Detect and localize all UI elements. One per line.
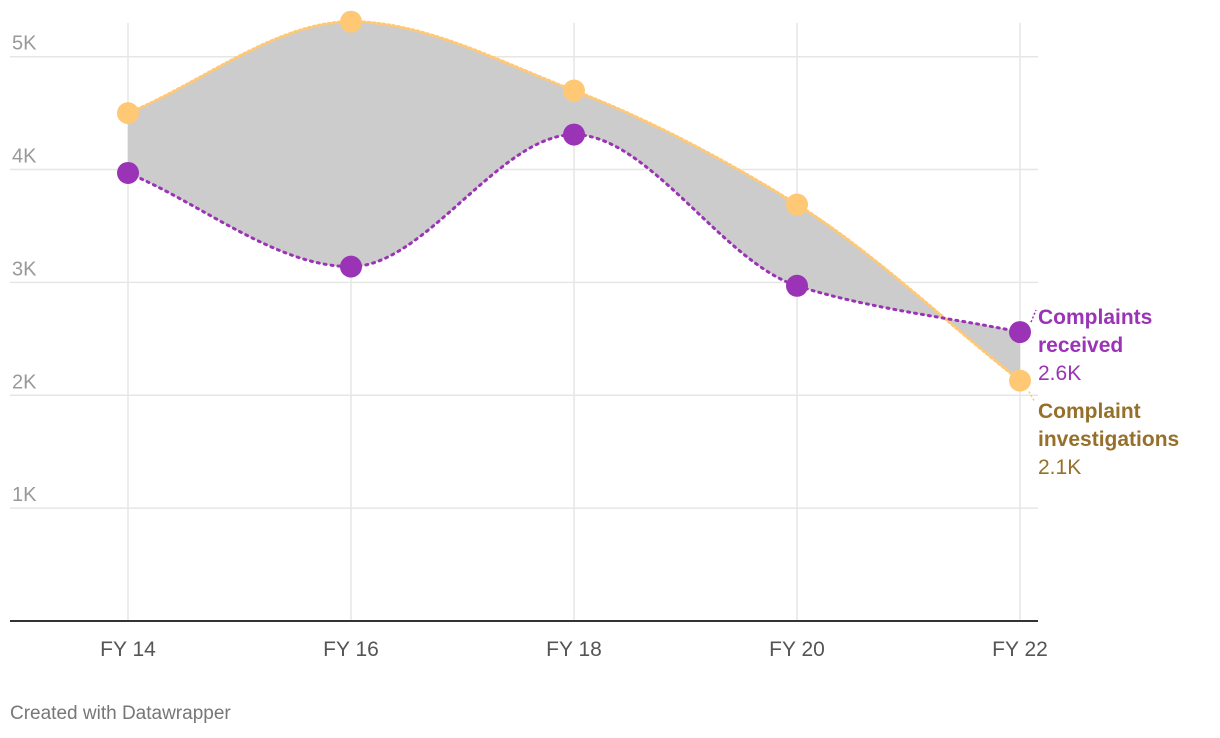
x-axis-tick-labels: FY 14 FY 16 FY 18 FY 20 FY 22 (100, 638, 1048, 661)
series-label-investigations-line2: investigations (1038, 428, 1179, 451)
y-tick-label: 4K (12, 146, 37, 168)
series-line-received (126, 133, 1022, 334)
data-points (117, 10, 1031, 392)
y-tick-label: 2K (12, 371, 37, 393)
point-received (563, 123, 585, 146)
credit: Created with Datawrapper (10, 703, 231, 724)
point-investigations (1009, 369, 1031, 392)
point-received (340, 255, 362, 278)
x-tick-label: FY 18 (546, 638, 602, 661)
series-labels: Complaints received 2.6K Complaint investiga… (1038, 306, 1179, 479)
x-tick-label: FY 20 (769, 638, 825, 661)
x-tick-label: FY 14 (100, 638, 156, 661)
y-tick-label: 5K (12, 33, 37, 55)
y-tick-label: 1K (12, 484, 37, 506)
series-value-received: 2.6K (1038, 362, 1081, 385)
x-tick-label: FY 22 (992, 638, 1048, 661)
point-received (1009, 321, 1031, 344)
series-value-investigations: 2.1K (1038, 456, 1081, 479)
point-investigations (340, 10, 362, 33)
point-investigations (563, 79, 585, 102)
y-tick-label: 3K (12, 258, 37, 280)
label-connectors (1028, 309, 1037, 401)
connector-investigations (1028, 391, 1035, 401)
chart: 1K 2K 3K 4K 5K FY 14 FY 16 FY 18 FY 20 FY 22 Com… (10, 10, 1179, 661)
area-band (128, 21, 1020, 381)
series-label-investigations-line1: Complaint (1038, 400, 1141, 423)
point-investigations (786, 193, 808, 216)
y-axis-tick-labels: 1K 2K 3K 4K 5K (12, 33, 37, 506)
series-label-received-line2: received (1038, 334, 1123, 357)
series-label-received-line1: Complaints (1038, 306, 1152, 329)
connector-received (1030, 309, 1037, 323)
point-received (786, 274, 808, 297)
point-investigations (117, 102, 139, 125)
x-tick-label: FY 16 (323, 638, 379, 661)
point-received (117, 161, 139, 184)
